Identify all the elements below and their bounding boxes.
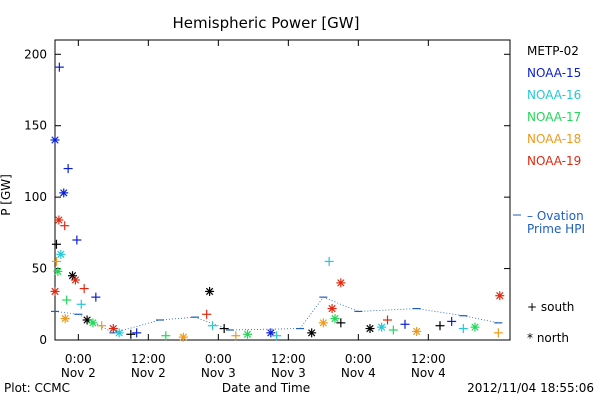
y-axis: 0 50 100 150 200 bbox=[24, 47, 510, 347]
x-tick-label-time: 0:00 bbox=[65, 352, 92, 366]
data-point-south bbox=[219, 324, 229, 334]
data-point-south bbox=[388, 325, 398, 335]
data-point-north bbox=[495, 291, 505, 301]
legend: METP-02 NOAA-15 NOAA-16 NOAA-17 NOAA-18 NOAA-… bbox=[527, 44, 581, 168]
x-tick-label-time: 0:00 bbox=[205, 352, 232, 366]
legend-entry: METP-02 bbox=[527, 44, 579, 58]
legend-entry: NOAA-17 bbox=[527, 110, 581, 124]
x-tick-label-date: Nov 3 bbox=[271, 366, 306, 380]
data-point-north bbox=[108, 324, 118, 334]
data-point-north bbox=[50, 286, 60, 296]
y-tick-label: 200 bbox=[24, 47, 47, 61]
data-point-north bbox=[365, 324, 375, 334]
data-point-south bbox=[208, 321, 217, 331]
y-axis-label: P [GW] bbox=[0, 174, 13, 216]
x-tick-label-date: Nov 4 bbox=[341, 366, 376, 380]
x-tick-label-time: 12:00 bbox=[131, 352, 166, 366]
ovation-hpi-line bbox=[113, 319, 161, 334]
data-points bbox=[50, 62, 505, 342]
data-point-south bbox=[63, 164, 73, 174]
data-point-north bbox=[327, 304, 337, 314]
y-tick-label: 0 bbox=[39, 333, 47, 347]
data-point-north bbox=[318, 318, 328, 328]
data-point-north bbox=[56, 249, 66, 259]
data-point-north bbox=[377, 322, 387, 332]
data-point-north bbox=[88, 318, 98, 328]
data-point-south bbox=[336, 318, 346, 328]
data-point-south bbox=[493, 328, 503, 338]
data-point-south bbox=[435, 321, 445, 331]
plot-frame bbox=[54, 39, 511, 341]
data-point-south bbox=[132, 328, 142, 338]
data-point-south bbox=[458, 324, 468, 334]
x-tick-label-time: 12:00 bbox=[411, 352, 446, 366]
data-point-north bbox=[70, 275, 80, 285]
legend-entry: NOAA-18 bbox=[527, 132, 581, 146]
y-tick-label: 150 bbox=[24, 119, 47, 133]
data-point-north bbox=[412, 326, 422, 336]
data-point-south bbox=[161, 331, 171, 341]
data-point-south bbox=[231, 331, 241, 341]
data-point-south bbox=[51, 239, 61, 249]
data-point-south bbox=[272, 331, 282, 341]
data-point-south bbox=[79, 284, 89, 294]
data-point-north bbox=[470, 322, 480, 332]
data-point-south bbox=[202, 309, 212, 319]
data-point-south bbox=[76, 299, 86, 309]
north-hemisphere-label: * north bbox=[527, 331, 569, 345]
x-tick-label-date: Nov 2 bbox=[131, 366, 166, 380]
data-point-south bbox=[383, 315, 392, 325]
data-point-south bbox=[60, 221, 70, 231]
legend-entry: NOAA-16 bbox=[527, 88, 581, 102]
y-tick-label: 50 bbox=[32, 262, 47, 276]
data-point-south bbox=[91, 292, 101, 302]
data-point-north bbox=[266, 328, 276, 338]
x-axis-label: Date and Time bbox=[222, 381, 310, 395]
data-point-north bbox=[205, 286, 215, 296]
legend-entry: NOAA-15 bbox=[527, 66, 581, 80]
data-point-south bbox=[400, 319, 410, 329]
ovation-label-line1: – Ovation bbox=[527, 209, 584, 223]
data-point-south bbox=[324, 256, 334, 266]
ovation-label-line2: Prime HPI bbox=[527, 222, 585, 236]
legend-entry: NOAA-19 bbox=[527, 154, 581, 168]
x-tick-label-date: Nov 2 bbox=[61, 366, 96, 380]
data-point-north bbox=[336, 278, 346, 288]
data-point-south bbox=[51, 256, 61, 266]
data-point-south bbox=[126, 329, 136, 339]
data-point-north bbox=[54, 215, 64, 225]
ovation-hpi-line bbox=[416, 308, 464, 317]
data-point-north bbox=[82, 315, 92, 325]
south-hemisphere-label: + south bbox=[527, 300, 574, 314]
data-point-north bbox=[307, 328, 317, 338]
data-point-north bbox=[178, 332, 188, 342]
data-point-north bbox=[50, 135, 60, 145]
data-point-north bbox=[59, 188, 69, 198]
x-tick-label-date: Nov 3 bbox=[201, 366, 236, 380]
y-tick-label: 100 bbox=[24, 190, 47, 204]
ovation-hpi-line bbox=[54, 311, 79, 315]
data-point-north bbox=[330, 314, 340, 324]
data-point-north bbox=[53, 266, 63, 276]
data-point-south bbox=[62, 295, 72, 305]
data-point-south bbox=[447, 316, 457, 326]
plot-credit: Plot: CCMC bbox=[4, 381, 70, 395]
x-tick-label-time: 0:00 bbox=[345, 352, 372, 366]
timestamp: 2012/11/04 18:55:06 bbox=[467, 381, 594, 395]
data-point-north bbox=[243, 329, 252, 339]
ovation-hpi-line bbox=[358, 308, 417, 312]
x-tick-label-date: Nov 4 bbox=[411, 366, 446, 380]
data-point-south bbox=[72, 235, 82, 245]
x-tick-label-time: 12:00 bbox=[271, 352, 306, 366]
ovation-hpi-line bbox=[299, 296, 324, 329]
ovation-hpi-line bbox=[323, 296, 359, 312]
data-point-south bbox=[54, 62, 64, 72]
chart-title: Hemispheric Power [GW] bbox=[173, 14, 360, 32]
data-point-south bbox=[97, 321, 107, 331]
data-point-north bbox=[114, 328, 124, 338]
data-point-north bbox=[60, 314, 70, 324]
